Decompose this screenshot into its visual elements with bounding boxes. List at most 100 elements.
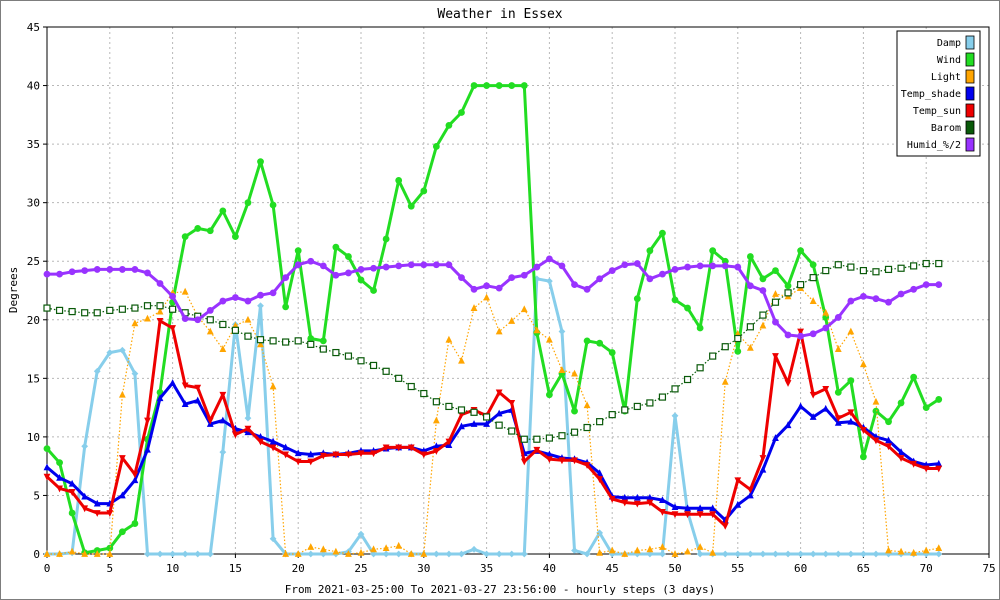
data-point-wind bbox=[483, 82, 490, 89]
data-point-damp bbox=[458, 550, 465, 558]
data-point-barom bbox=[55, 306, 64, 315]
data-point-humid-2 bbox=[897, 290, 905, 298]
data-point-light bbox=[596, 548, 604, 556]
data-point-light bbox=[257, 340, 264, 348]
data-point-humid-2 bbox=[470, 285, 478, 293]
data-point-light bbox=[558, 366, 566, 374]
data-point-wind bbox=[520, 82, 528, 89]
data-point-humid-2 bbox=[721, 262, 729, 270]
data-point-barom bbox=[671, 385, 679, 393]
data-point-temp-shade bbox=[294, 449, 302, 457]
data-point-temp-sun bbox=[571, 457, 578, 465]
data-point-temp-sun bbox=[345, 451, 352, 459]
data-point-temp-sun bbox=[382, 444, 390, 452]
data-point-wind bbox=[872, 407, 880, 415]
data-point-temp-sun bbox=[294, 458, 302, 466]
data-point-temp-shade bbox=[43, 463, 51, 471]
data-point-light bbox=[43, 550, 51, 557]
data-point-humid-2 bbox=[495, 284, 503, 292]
data-point-light bbox=[345, 550, 352, 557]
data-point-temp-sun bbox=[319, 452, 327, 460]
data-point-humid-2 bbox=[646, 275, 654, 283]
data-point-damp bbox=[144, 550, 151, 558]
data-point-temp-sun bbox=[395, 444, 403, 452]
data-point-temp-shade bbox=[684, 504, 691, 512]
data-point-wind bbox=[696, 324, 704, 332]
series-line-wind bbox=[45, 84, 940, 555]
data-point-temp-sun bbox=[533, 446, 541, 454]
data-point-humid-2 bbox=[671, 266, 679, 273]
x-axis-label: From 2021-03-25:00 To 2021-03-27 23:56:0… bbox=[285, 583, 715, 596]
data-point-damp bbox=[772, 550, 779, 558]
data-point-barom bbox=[294, 337, 302, 345]
data-point-temp-shade bbox=[483, 420, 490, 427]
data-point-temp-sun bbox=[269, 444, 277, 452]
data-point-wind bbox=[269, 201, 277, 209]
data-point-temp-sun bbox=[282, 451, 290, 459]
data-point-wind bbox=[571, 407, 578, 415]
data-point-wind bbox=[784, 282, 792, 290]
legend-label: Light bbox=[931, 72, 961, 83]
data-point-temp-shade bbox=[671, 503, 679, 511]
data-point-temp-sun bbox=[684, 511, 691, 519]
data-point-damp bbox=[93, 367, 101, 375]
data-point-damp bbox=[659, 550, 666, 558]
data-point-humid-2 bbox=[546, 255, 553, 263]
data-point-barom bbox=[319, 345, 327, 353]
legend-label: Barom bbox=[931, 123, 961, 134]
x-tick-label: 20 bbox=[292, 562, 305, 575]
data-point-temp-shade bbox=[809, 413, 817, 420]
data-point-temp-sun bbox=[746, 486, 754, 494]
legend: Damp Wind Light Temp_shade Temp_sun Barom Humi… bbox=[896, 30, 981, 157]
series-temp-sun bbox=[43, 318, 943, 530]
data-point-light bbox=[445, 335, 453, 343]
data-point-temp-sun bbox=[257, 438, 264, 446]
data-point-barom bbox=[269, 337, 277, 345]
data-point-light bbox=[156, 307, 164, 315]
data-point-light bbox=[68, 547, 76, 555]
x-tick-label: 60 bbox=[794, 562, 807, 575]
data-point-wind bbox=[118, 528, 126, 536]
x-tick-label: 35 bbox=[480, 562, 493, 575]
data-point-wind bbox=[219, 207, 227, 215]
data-point-light bbox=[633, 546, 641, 554]
data-point-temp-sun bbox=[759, 455, 767, 462]
data-point-wind bbox=[671, 296, 679, 304]
data-point-temp-sun bbox=[43, 473, 51, 481]
data-point-light bbox=[860, 360, 867, 368]
data-point-wind bbox=[809, 261, 817, 269]
data-point-humid-2 bbox=[156, 280, 164, 287]
data-point-light bbox=[118, 390, 126, 398]
data-point-barom bbox=[131, 304, 139, 312]
data-point-humid-2 bbox=[910, 285, 918, 293]
data-point-humid-2 bbox=[621, 261, 629, 269]
data-point-humid-2 bbox=[445, 261, 453, 269]
data-point-light bbox=[621, 550, 629, 557]
data-point-barom bbox=[395, 374, 403, 382]
data-point-light bbox=[847, 327, 855, 335]
data-point-temp-shade bbox=[219, 416, 227, 424]
data-point-wind bbox=[797, 247, 804, 255]
data-point-humid-2 bbox=[847, 297, 855, 305]
data-point-light bbox=[910, 548, 918, 556]
y-tick-label: 45 bbox=[27, 21, 40, 34]
data-point-light bbox=[721, 377, 729, 385]
data-point-light bbox=[181, 287, 189, 295]
data-point-temp-shade bbox=[282, 443, 290, 451]
data-point-temp-shade bbox=[432, 442, 440, 450]
y-axis-label: Degrees bbox=[7, 267, 20, 313]
legend-swatch bbox=[965, 103, 975, 118]
data-point-humid-2 bbox=[508, 274, 516, 282]
data-point-humid-2 bbox=[809, 330, 817, 338]
data-point-light bbox=[307, 543, 315, 550]
data-point-wind bbox=[282, 303, 290, 311]
data-point-humid-2 bbox=[520, 271, 528, 279]
data-point-humid-2 bbox=[370, 264, 377, 272]
data-point-light bbox=[809, 297, 817, 304]
y-tick-label: 5 bbox=[33, 489, 40, 502]
data-point-damp bbox=[583, 550, 591, 558]
data-point-temp-shade bbox=[169, 379, 176, 386]
legend-swatch bbox=[965, 52, 975, 67]
data-point-temp-shade bbox=[822, 404, 830, 412]
